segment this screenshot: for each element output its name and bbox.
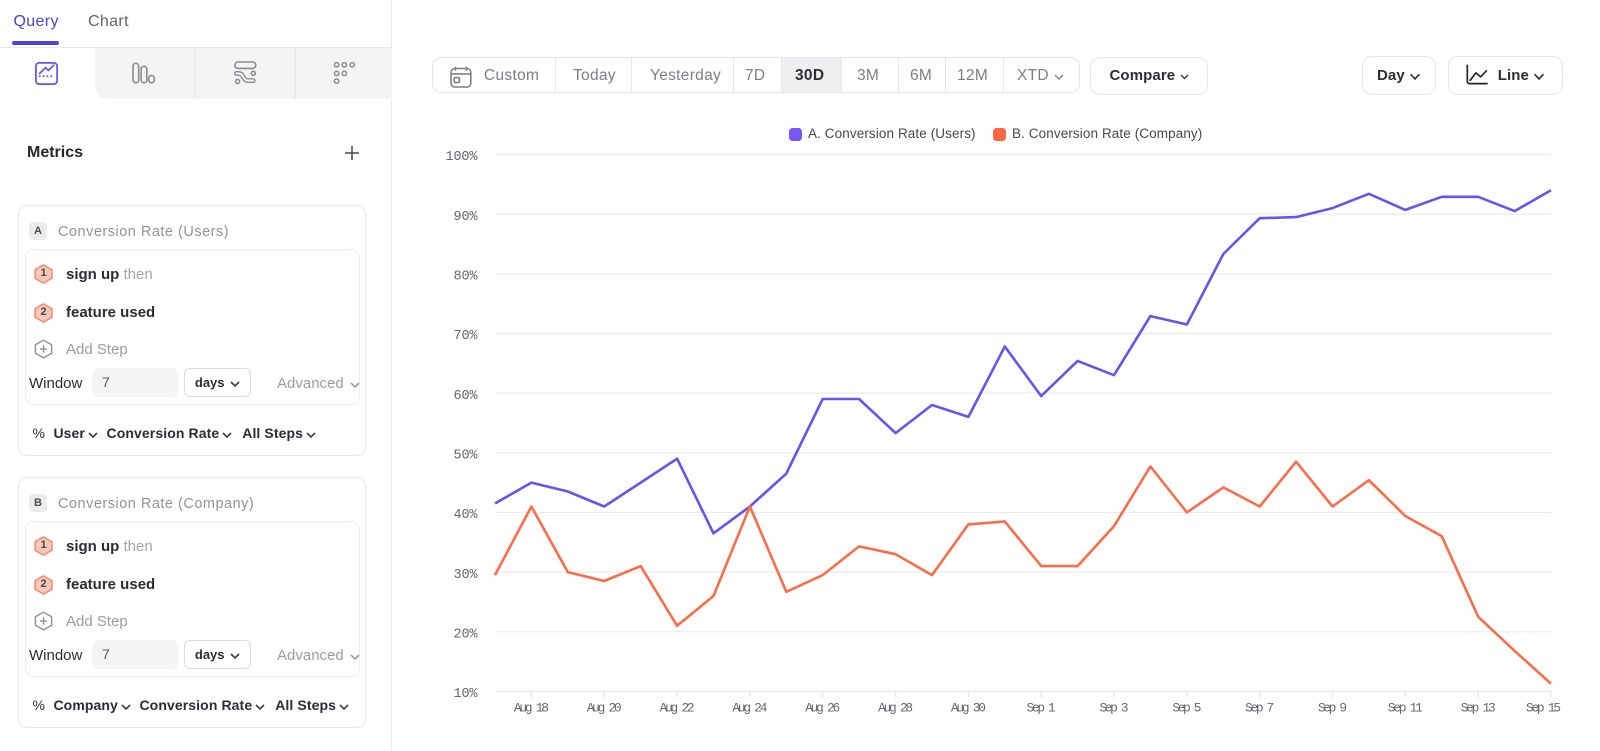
svg-text:Sep 1: Sep 1 bbox=[1027, 701, 1056, 716]
svg-text:Aug 22: Aug 22 bbox=[660, 701, 695, 716]
svg-text:Sep 9: Sep 9 bbox=[1318, 701, 1347, 716]
svg-text:Sep 3: Sep 3 bbox=[1099, 701, 1128, 716]
svg-text:Sep 13: Sep 13 bbox=[1461, 701, 1496, 716]
svg-text:Aug 30: Aug 30 bbox=[951, 701, 986, 716]
svg-text:Sep 7: Sep 7 bbox=[1245, 701, 1274, 716]
svg-text:Aug 26: Aug 26 bbox=[805, 701, 840, 716]
svg-text:90%: 90% bbox=[454, 210, 479, 225]
svg-text:20%: 20% bbox=[454, 628, 479, 643]
svg-text:Sep 5: Sep 5 bbox=[1172, 701, 1201, 716]
svg-text:Sep 15: Sep 15 bbox=[1526, 701, 1561, 716]
svg-text:30%: 30% bbox=[454, 568, 479, 583]
svg-text:Aug 24: Aug 24 bbox=[732, 701, 767, 716]
svg-text:60%: 60% bbox=[454, 389, 479, 404]
svg-text:Sep 11: Sep 11 bbox=[1388, 701, 1423, 716]
svg-text:40%: 40% bbox=[454, 508, 479, 523]
svg-text:10%: 10% bbox=[454, 687, 479, 702]
svg-text:Aug 28: Aug 28 bbox=[878, 701, 913, 716]
svg-text:80%: 80% bbox=[454, 270, 479, 285]
svg-text:100%: 100% bbox=[446, 150, 479, 165]
svg-text:50%: 50% bbox=[454, 449, 479, 464]
svg-text:Aug 20: Aug 20 bbox=[587, 701, 622, 716]
svg-text:Aug 18: Aug 18 bbox=[514, 701, 549, 716]
svg-text:70%: 70% bbox=[454, 329, 479, 344]
